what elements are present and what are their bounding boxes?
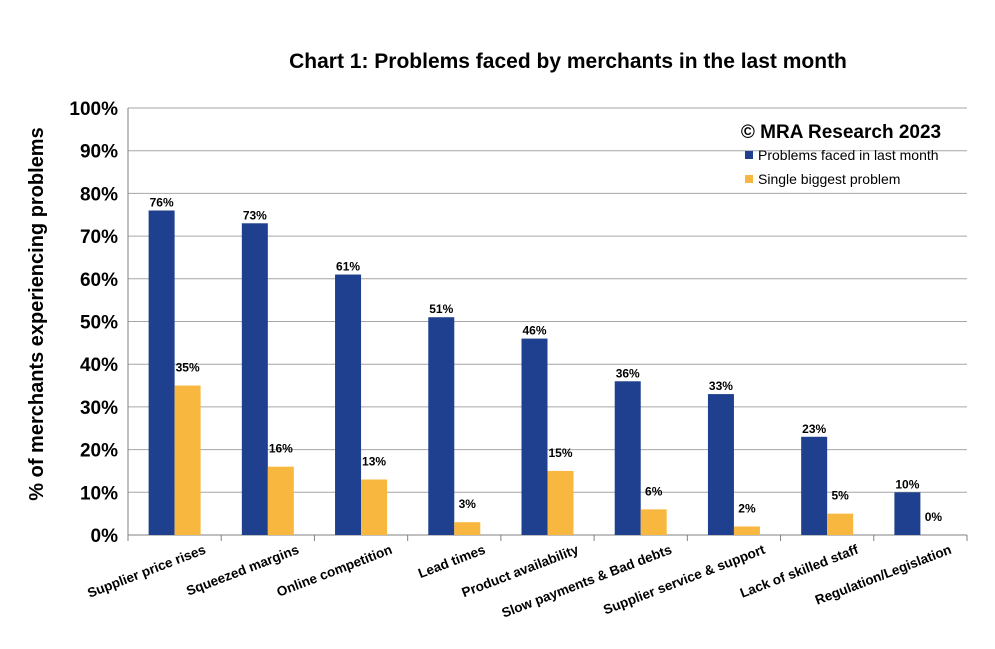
x-tick-label: Lead times <box>416 542 487 581</box>
y-tick-label: 70% <box>80 227 118 248</box>
bar-biggest-problem <box>267 466 294 535</box>
data-label: 3% <box>459 497 477 511</box>
legend-swatch <box>745 151 753 159</box>
y-tick-label: 40% <box>80 355 118 376</box>
copyright-annotation: © MRA Research 2023 <box>741 122 941 143</box>
data-label: 23% <box>802 422 826 436</box>
y-tick-label: 10% <box>80 483 118 504</box>
bars <box>148 210 921 536</box>
gridlines <box>128 107 967 493</box>
bar-problems-faced <box>521 338 548 535</box>
y-tick-label: 30% <box>80 398 118 419</box>
y-tick-labels: 0% 10% 20% 30% 40% 50% 60% 70% 80% 90% 100% <box>69 99 118 547</box>
bar-problems-faced <box>614 381 641 535</box>
bar-biggest-problem <box>454 522 481 535</box>
data-label: 0% <box>925 510 943 524</box>
data-label: 33% <box>709 379 733 393</box>
bar-problems-faced <box>428 317 455 535</box>
bar-biggest-problem <box>174 385 201 535</box>
bar-problems-faced <box>894 492 921 535</box>
legend-label: Single biggest problem <box>758 171 900 187</box>
data-label: 73% <box>243 208 267 222</box>
data-label: 13% <box>362 454 386 468</box>
bar-biggest-problem <box>827 513 854 535</box>
y-tick-label: 60% <box>80 270 118 291</box>
data-label: 6% <box>645 484 663 498</box>
y-tick-label: 0% <box>91 526 119 547</box>
data-label: 35% <box>176 361 200 375</box>
data-label: 61% <box>336 260 360 274</box>
data-label: 36% <box>616 366 640 380</box>
x-tick-label: Slow payments & Bad debts <box>500 542 674 621</box>
data-label: 10% <box>895 477 919 491</box>
legend-label: Problems faced in last month <box>758 147 939 163</box>
chart-title: Chart 1: Problems faced by merchants in … <box>289 50 847 73</box>
data-label: 46% <box>522 324 546 338</box>
data-labels: 76% 73% 61% 51% 46% 36% 33% 23% 10% 35% 16% 13% 3% 15… <box>150 195 943 524</box>
bar-biggest-problem <box>361 479 388 535</box>
bar-biggest-problem <box>640 509 667 535</box>
bar-problems-faced <box>801 436 828 535</box>
data-label: 76% <box>150 195 174 209</box>
data-label: 16% <box>269 442 293 456</box>
legend-swatch <box>745 175 753 183</box>
bar-problems-faced <box>241 223 268 536</box>
y-tick-label: 20% <box>80 441 118 462</box>
y-tick-label: 50% <box>80 313 118 334</box>
bar-problems-faced <box>707 394 734 535</box>
y-tick-label: 90% <box>80 142 118 163</box>
legend: © MRA Research 2023 Problems faced in la… <box>741 122 941 187</box>
data-label: 2% <box>738 501 756 515</box>
y-tick-label: 80% <box>80 184 118 205</box>
bar-biggest-problem <box>733 526 760 535</box>
bar-problems-faced <box>335 274 362 535</box>
bar-biggest-problem <box>547 470 574 535</box>
data-label: 5% <box>831 489 849 503</box>
data-label: 15% <box>548 446 572 460</box>
y-axis-label: % of merchants experiencing problems <box>26 127 48 500</box>
y-tick-label: 100% <box>69 99 118 120</box>
bar-problems-faced <box>148 210 175 536</box>
data-label: 51% <box>429 302 453 316</box>
x-tick-label: Supplier service & support <box>601 542 767 618</box>
